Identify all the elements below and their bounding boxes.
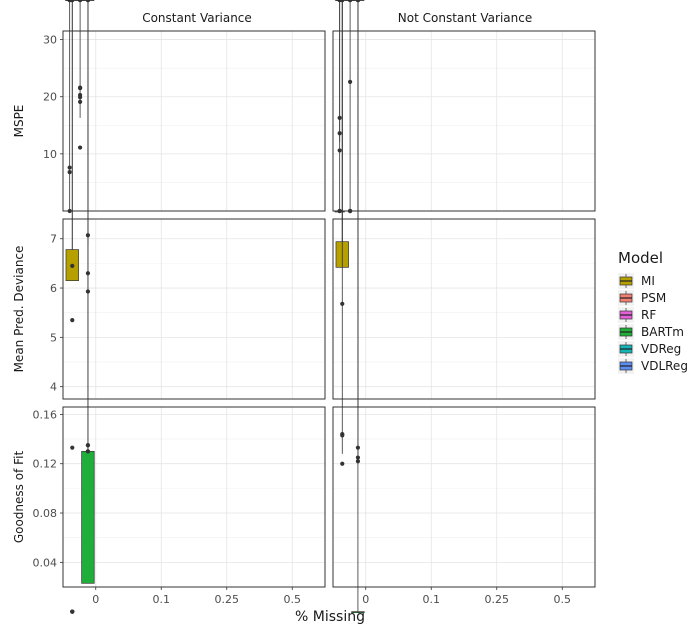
outlier-point	[67, 170, 72, 175]
outlier-point	[78, 145, 83, 150]
box-bartm-0	[351, 0, 365, 614]
panel-border	[62, 218, 326, 400]
y-tick-label: 20	[43, 91, 57, 104]
panel-background	[63, 407, 325, 587]
y-tick-label: 0.12	[33, 458, 58, 471]
panel-background	[333, 407, 595, 587]
y-tick-label: 30	[43, 34, 57, 47]
panel-border	[62, 30, 326, 212]
outlier-point	[85, 443, 91, 448]
outlier-point	[355, 0, 361, 3]
x-axis-title: % Missing	[295, 609, 365, 625]
legend-label: PSM	[641, 291, 666, 305]
outlier-point	[355, 445, 361, 450]
legend: Model MI PSM RF BARTm VDReg VDLReg	[618, 249, 688, 374]
y-tick-label: 7	[50, 233, 57, 246]
outlier-point	[78, 86, 83, 91]
outlier-point	[70, 609, 75, 614]
x-tick-label: 0.5	[284, 593, 302, 606]
panel-row0-col0: 10 20 30	[43, 0, 326, 214]
panel-background	[333, 31, 595, 211]
outlier-point	[355, 455, 361, 460]
outlier-point	[78, 0, 83, 3]
y-tick-label: 10	[43, 148, 57, 161]
legend-item-bartm: BARTm	[618, 324, 684, 340]
legend-item-vdreg: VDReg	[618, 341, 681, 357]
panel-border	[332, 30, 596, 212]
legend-label: VDReg	[641, 342, 681, 356]
y-axis-title-row0: MSPE	[12, 105, 26, 138]
outlier-point	[337, 131, 342, 136]
facet-title-not-constant-variance: Not Constant Variance	[398, 11, 532, 25]
panel-row2-col1: 0 0.1 0.25 0.5	[332, 0, 596, 614]
outlier-point	[70, 263, 75, 268]
panel-background	[63, 219, 325, 399]
box-mi-0	[335, 0, 349, 466]
outlier-point	[340, 433, 345, 438]
legend-item-vdlreg: VDLReg	[618, 358, 688, 374]
panel-background	[63, 31, 325, 211]
panel-row1-col1	[332, 0, 596, 587]
outlier-point	[67, 165, 72, 170]
outlier-point	[337, 148, 342, 153]
x-tick-label: 0.25	[485, 593, 510, 606]
x-tick-label: 0.1	[423, 593, 441, 606]
legend-label: MI	[641, 274, 655, 288]
y-tick-label: 0.04	[33, 556, 58, 569]
outlier-point	[348, 0, 353, 3]
outlier-point	[70, 445, 75, 450]
y-tick-label: 0.08	[33, 507, 58, 520]
outlier-point	[85, 449, 91, 454]
outlier-point	[70, 0, 75, 3]
facet-title-constant-variance: Constant Variance	[142, 11, 252, 25]
y-axis-title-row2: Goodness of Fit	[12, 451, 26, 544]
legend-item-rf: RF	[618, 307, 656, 323]
panel-border	[332, 218, 596, 400]
y-tick-label: 6	[50, 282, 57, 295]
outlier-point	[355, 459, 361, 464]
outlier-point	[85, 0, 91, 3]
legend-label: VDLReg	[641, 359, 688, 373]
x-tick-label: 0.1	[153, 593, 171, 606]
legend-label: RF	[641, 308, 656, 322]
legend-item-mi: MI	[618, 273, 655, 289]
outlier-point	[78, 99, 83, 104]
box-bartm-0	[81, 0, 95, 584]
panel-background	[333, 219, 595, 399]
x-tick-label: 0	[92, 593, 99, 606]
legend-item-psm: PSM	[618, 290, 666, 306]
y-tick-label: 5	[50, 331, 57, 344]
outlier-point	[78, 95, 83, 100]
panel-row2-col0: 0.04 0.08 0.12 0.16 0 0.1 0.25 0.5	[33, 0, 326, 614]
box-mi-0	[65, 0, 79, 614]
legend-title: Model	[618, 249, 663, 267]
panel-row0-col1	[332, 0, 596, 214]
outlier-point	[70, 317, 75, 323]
x-tick-label: 0.25	[215, 593, 240, 606]
y-tick-label: 0.16	[33, 408, 58, 421]
panel-border	[62, 406, 326, 588]
outlier-point	[337, 115, 342, 120]
outlier-point	[348, 79, 353, 84]
box-psm-0	[75, 0, 85, 150]
y-tick-label: 4	[50, 381, 57, 394]
legend-label: BARTm	[641, 325, 684, 339]
outlier-point	[340, 461, 345, 466]
outlier-point	[340, 0, 345, 3]
x-tick-label: 0.5	[554, 593, 572, 606]
box-body	[81, 451, 95, 584]
box-psm-0	[345, 0, 355, 214]
y-axis-title-row1: Mean Pred. Deviance	[12, 246, 26, 373]
box-body	[351, 611, 365, 614]
x-tick-label: 0	[362, 593, 369, 606]
panel-border	[332, 406, 596, 588]
